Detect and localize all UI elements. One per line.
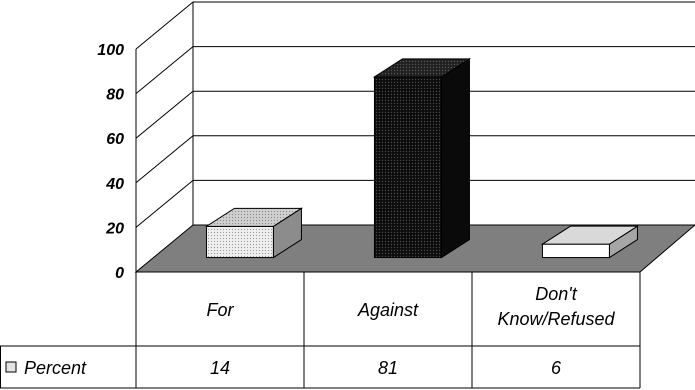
category-label: For — [207, 300, 235, 320]
legend-series-label: Percent — [24, 358, 87, 378]
bar-top-face — [540, 225, 640, 245]
y-tick-label: 60 — [106, 131, 124, 148]
gridline-left-40 — [135, 135, 194, 184]
data-table: For Against Don't Know/Refused 14 81 6 Percent — [0, 272, 641, 389]
gridline-left-20 — [135, 180, 194, 228]
y-tick-label: 40 — [105, 176, 124, 193]
category-label-line: Against — [357, 300, 419, 320]
chart-bars — [204, 58, 640, 259]
bar-3 — [540, 225, 640, 259]
gridline-left-60 — [135, 90, 194, 139]
category-label-line: For — [207, 300, 235, 320]
bar-front-face — [373, 76, 442, 259]
value-label: 14 — [210, 358, 230, 378]
legend-swatch — [5, 361, 17, 373]
y-tick-label: 100 — [97, 42, 124, 59]
y-tick-label: 20 — [105, 220, 124, 237]
y-tick-label: 0 — [115, 265, 124, 282]
y-tick-label: 80 — [106, 87, 124, 104]
category-label-line: Know/Refused — [497, 309, 615, 329]
value-label: 81 — [378, 358, 398, 378]
category-label-line: Don't — [535, 284, 577, 304]
bar-top-face — [204, 207, 304, 227]
gridline-left-80 — [135, 46, 194, 94]
value-label: 6 — [551, 358, 562, 378]
category-label: Don't Know/Refused — [497, 284, 615, 329]
category-label: Against — [357, 300, 419, 320]
bar-top-face — [372, 58, 472, 78]
bar-front-face — [205, 225, 274, 259]
y-axis-ticks: 0 20 40 60 80 100 — [97, 42, 124, 282]
bar-front-face — [541, 243, 610, 259]
bar-2 — [372, 58, 472, 259]
bar-side-face — [440, 58, 470, 259]
gridline-left-100 — [135, 1, 194, 50]
bar-1 — [204, 207, 304, 259]
